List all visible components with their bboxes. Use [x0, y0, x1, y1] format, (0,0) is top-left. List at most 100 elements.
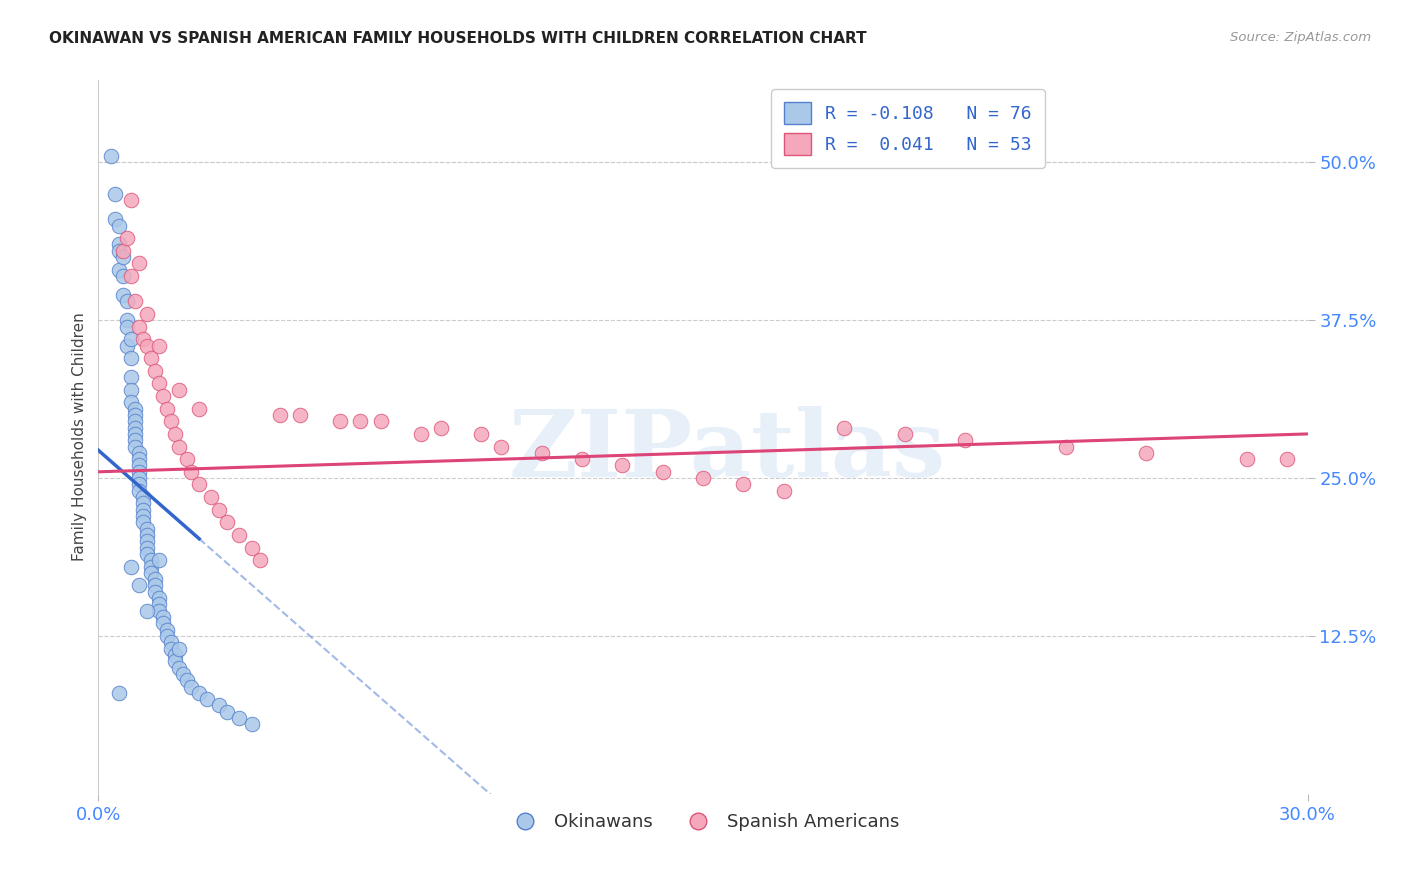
Point: [651, 465, 673, 479]
Point: [120, 383, 142, 397]
Point: [156, 401, 179, 416]
Point: [1135, 446, 1157, 460]
Point: [124, 414, 146, 428]
Point: [135, 534, 157, 549]
Point: [107, 219, 129, 233]
Point: [132, 502, 155, 516]
Point: [143, 578, 166, 592]
Point: [148, 376, 170, 391]
Point: [167, 440, 190, 454]
Legend: Okinawans, Spanish Americans: Okinawans, Spanish Americans: [499, 806, 907, 838]
Point: [115, 319, 138, 334]
Point: [269, 408, 291, 422]
Point: [135, 338, 157, 352]
Point: [111, 244, 134, 258]
Point: [148, 338, 170, 352]
Point: [152, 616, 174, 631]
Point: [208, 502, 231, 516]
Point: [143, 364, 166, 378]
Point: [120, 194, 142, 208]
Point: [733, 477, 755, 491]
Point: [470, 426, 492, 441]
Point: [132, 508, 155, 523]
Point: [124, 420, 146, 434]
Point: [288, 408, 311, 422]
Point: [832, 420, 855, 434]
Point: [163, 654, 186, 668]
Point: [180, 465, 202, 479]
Point: [135, 541, 157, 555]
Point: [1277, 452, 1299, 467]
Point: [128, 477, 150, 491]
Point: [111, 268, 134, 283]
Point: [612, 458, 634, 473]
Point: [139, 566, 162, 580]
Point: [132, 332, 155, 346]
Point: [148, 598, 170, 612]
Point: [124, 434, 146, 448]
Point: [167, 383, 190, 397]
Point: [217, 705, 239, 719]
Point: [124, 401, 146, 416]
Point: [172, 666, 194, 681]
Point: [491, 440, 513, 454]
Point: [893, 426, 915, 441]
Point: [135, 528, 157, 542]
Point: [111, 288, 134, 302]
Point: [120, 395, 142, 409]
Point: [176, 673, 198, 688]
Point: [156, 623, 179, 637]
Point: [200, 490, 222, 504]
Point: [148, 604, 170, 618]
Point: [120, 351, 142, 366]
Point: [530, 446, 553, 460]
Text: OKINAWAN VS SPANISH AMERICAN FAMILY HOUSEHOLDS WITH CHILDREN CORRELATION CHART: OKINAWAN VS SPANISH AMERICAN FAMILY HOUS…: [49, 31, 868, 46]
Point: [115, 313, 138, 327]
Point: [143, 572, 166, 586]
Point: [349, 414, 371, 428]
Point: [188, 401, 211, 416]
Point: [139, 553, 162, 567]
Point: [188, 477, 211, 491]
Point: [107, 262, 129, 277]
Point: [120, 332, 142, 346]
Point: [329, 414, 352, 428]
Point: [370, 414, 392, 428]
Point: [128, 465, 150, 479]
Point: [953, 434, 976, 448]
Point: [128, 256, 150, 270]
Point: [167, 641, 190, 656]
Point: [135, 307, 157, 321]
Point: [772, 483, 794, 498]
Point: [107, 237, 129, 252]
Point: [128, 452, 150, 467]
Point: [128, 458, 150, 473]
Point: [160, 414, 183, 428]
Point: [120, 559, 142, 574]
Point: [217, 516, 239, 530]
Point: [195, 692, 218, 706]
Point: [1054, 440, 1077, 454]
Point: [115, 294, 138, 309]
Point: [135, 547, 157, 561]
Point: [208, 698, 231, 713]
Point: [409, 426, 432, 441]
Point: [132, 496, 155, 510]
Point: [111, 250, 134, 264]
Point: [163, 426, 186, 441]
Point: [139, 559, 162, 574]
Point: [148, 553, 170, 567]
Text: Source: ZipAtlas.com: Source: ZipAtlas.com: [1230, 31, 1371, 45]
Point: [148, 591, 170, 606]
Point: [135, 604, 157, 618]
Point: [228, 528, 250, 542]
Point: [124, 426, 146, 441]
Point: [103, 212, 125, 227]
Point: [124, 294, 146, 309]
Point: [124, 408, 146, 422]
Point: [115, 231, 138, 245]
Point: [107, 686, 129, 700]
Point: [163, 648, 186, 662]
Y-axis label: Family Households with Children: Family Households with Children: [72, 313, 87, 561]
Point: [135, 522, 157, 536]
